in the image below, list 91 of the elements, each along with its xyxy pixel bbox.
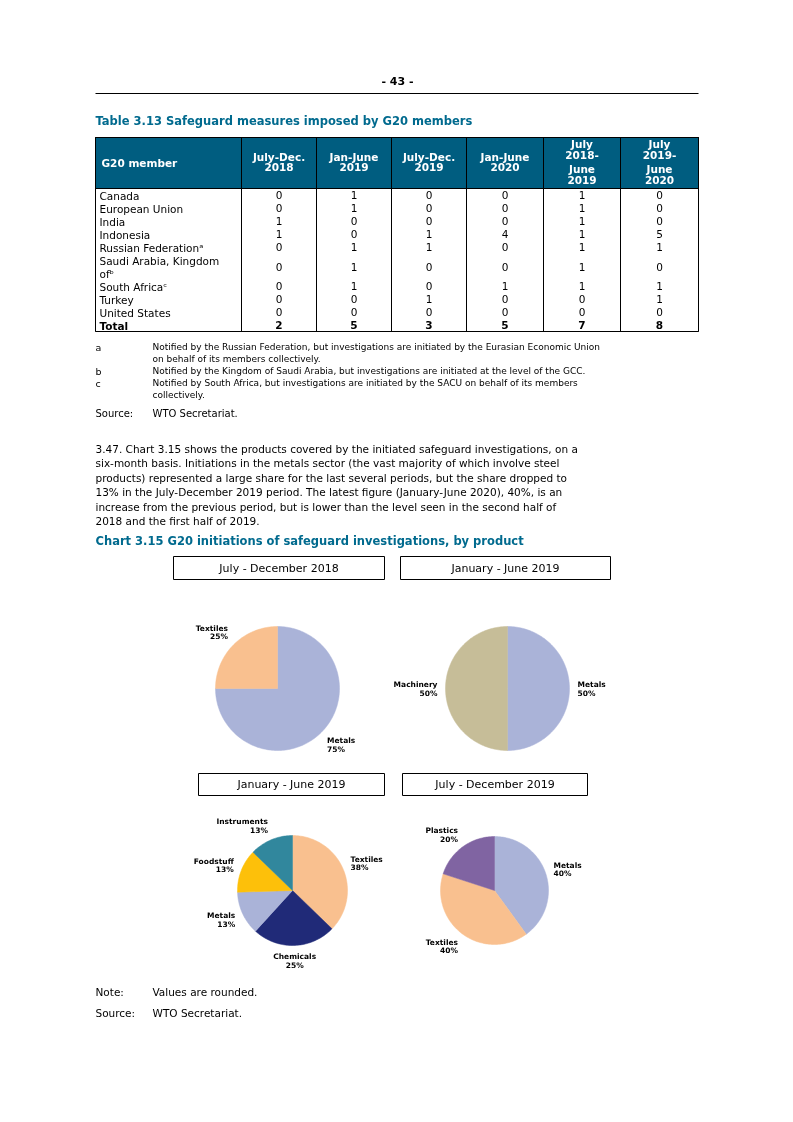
y-tick-label: South Africaᶜ [99,280,168,293]
data-label: 1 [350,202,358,214]
text: Source: WTO Secretariat. [95,407,238,419]
data-label: 0 [425,260,433,273]
data-label: 1 [425,293,433,305]
data-label: 1 [501,280,509,292]
data-label: 5 [656,228,663,240]
data-label: 0 [501,215,509,227]
data-label: 1 [656,280,663,292]
data-label: 7 [578,319,586,331]
y-tick-label: Canada [99,189,140,202]
data-label: 0 [275,241,283,253]
x-tick-label: July-Dec. 2019 [401,150,456,173]
data-label: 8 [655,319,664,331]
x-tick-label: July 2018- June 2019 [565,138,599,186]
data-label: 1 [350,280,358,292]
data-label: 1 [275,228,283,240]
data-label: 0 [578,306,586,318]
data-label: 1 [350,260,358,273]
data-label: 0 [425,215,433,227]
data-label: 1 [275,215,283,227]
data-label: 0 [501,306,509,318]
y-axis-title: G20 member [101,156,179,169]
data-label: 5 [501,319,509,331]
data-label: 1 [425,241,433,253]
data-label: 0 [656,215,663,227]
data-label: 1 [578,241,586,253]
data-label: 1 [578,215,586,227]
data-label: 0 [425,306,433,318]
data-label: 1 [350,241,358,253]
data-label: 0 [425,189,433,201]
data-label: 0 [656,260,663,273]
text: c Notified by South Africa, but investigations are initiated by the SACU on behalf of its members collectively. [95,377,578,400]
data-label: 1 [578,260,586,273]
data-label: 0 [501,260,509,273]
x-tick-label: July-Dec. 2018 [251,150,306,173]
data-label: 1 [578,280,586,292]
y-tick-label: India [99,215,126,228]
data-label: 0 [275,260,283,273]
text: a Notified by the Russian Federation, but investigations are initiated by the Eurasian Economic Union on behalf of its members collectively. [95,341,600,364]
chart-title: Table 3.13 Safeguard measures imposed by G20 members [95,113,473,128]
y-tick-label: United States [99,306,171,319]
data-label: 0 [275,293,283,305]
data-label: 0 [501,189,509,201]
y-tick-label: Indonesia [99,228,151,241]
data-label: 3 [425,319,433,331]
data-label: 1 [425,228,433,240]
text: 3.47. Chart 3.15 shows the products covered by the initiated safeguard investigations, on a six-month basis. Initiations in the metals sector (the vast majority of which involve steel products) represented a large share for the last several periods, but the share dropped to 13% in the July-December 2019 period. The latest figure (January-June 2020), 40%, is an increase from the previous period, but is lower than the level seen in the second half of 2018 and the first half of 2019. [95,442,578,527]
data-label: 0 [425,202,433,214]
data-label: 1 [656,241,663,253]
data-label: 0 [275,202,283,214]
data-label: 1 [578,202,586,214]
chart-title: January - June 2019 [450,561,560,575]
x-tick-label: July 2019- June 2020 [642,138,677,186]
data-label: 0 [656,202,663,214]
y-tick-label: European Union [99,202,184,215]
data-label: 0 [501,202,509,214]
data-label: 0 [425,280,433,292]
text: Source: WTO Secretariat. [95,1006,243,1019]
data-label: 1 [578,189,586,201]
y-tick-label: Russian Federationᵃ [99,241,204,254]
chart-title: January - June 2019 [236,778,346,791]
text: b Notified by the Kingdom of Saudi Arabia, but investigations are initiated at the level of the GCC. [95,365,586,377]
data-label: 1 [350,189,358,201]
data-label: 4 [501,228,509,240]
caption: Chart 3.15 G20 initiations of safeguard investigations, by product [95,533,525,548]
data-label: 2 [275,319,283,331]
text: Note: Values are rounded. [95,985,258,998]
chart-title: July - December 2019 [434,778,555,791]
data-label: 0 [275,280,283,292]
x-tick-label: Jan-June 2020 [479,150,530,173]
data-label: 0 [578,293,586,305]
y-tick-label: Turkey [98,293,134,306]
data-label: 1 [578,228,586,240]
y-tick-label: Total [99,319,129,332]
data-label: 0 [350,293,358,305]
data-label: 0 [350,228,358,240]
data-label: 0 [656,306,663,318]
text: - 43 - [381,74,414,88]
data-label: 0 [350,306,358,318]
data-label: 0 [501,241,509,253]
data-label: 0 [275,189,283,201]
x-tick-label: Jan-June 2019 [328,150,379,173]
y-tick-label: Saudi Arabia, Kingdom ofᵇ [99,254,220,280]
data-label: 1 [656,293,663,305]
data-label: 5 [350,319,358,331]
chart-title: July - December 2018 [218,561,339,575]
data-label: 0 [350,215,358,227]
data-label: 0 [656,189,663,201]
data-label: 0 [501,293,509,305]
data-label: 0 [275,306,283,318]
